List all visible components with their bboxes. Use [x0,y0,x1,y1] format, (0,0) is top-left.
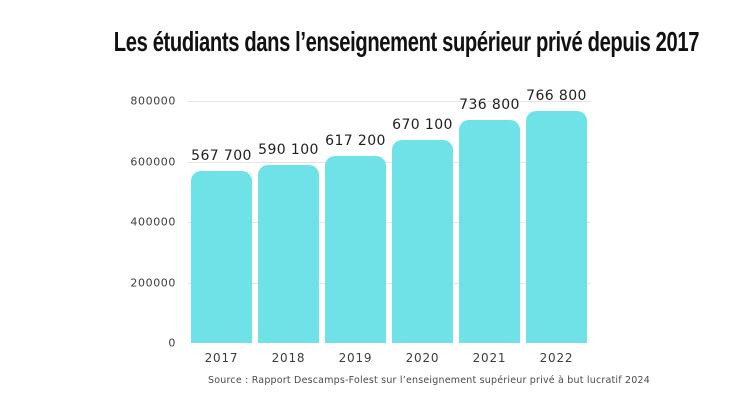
bar-2019 [325,156,386,343]
source-note: Source : Rapport Descamps-Folest sur l’e… [208,375,650,386]
bar-2021 [459,120,520,343]
bar-slot-2019: 617 200 2019 [322,101,389,365]
y-axis: 0 200000 400000 600000 800000 [128,95,182,350]
x-tick-label-2021: 2021 [472,351,507,365]
bar-2018 [258,164,319,343]
x-tick-label-2019: 2019 [338,351,373,365]
y-tick-label-600000: 600000 [130,155,176,168]
bar-2020 [392,140,453,343]
bar-2017 [191,171,252,343]
y-tick-label-800000: 800000 [130,94,176,108]
bar-value-label-2020: 670 100 [392,117,453,134]
chart-title-text: Les étudiants dans l’enseignement supéri… [113,26,700,57]
plot-area: 567 700 2017 590 100 2018 617 200 2019 670 100… [188,88,590,365]
bar-slot-2020: 670 100 2020 [389,101,456,365]
bar-value-label-2021: 736 800 [459,97,520,114]
gridline-800000 [188,101,590,102]
bar-slot-2018: 590 100 2018 [255,101,322,365]
gridline-400000 [188,222,590,223]
bar-slot-2022: 766 800 2022 [523,88,590,365]
x-tick-label-2020: 2020 [405,351,440,365]
bar-2022 [526,111,587,343]
x-tick-label-2017: 2017 [204,351,239,365]
y-tick-label-0: 0 [168,336,176,350]
bar-value-label-2018: 590 100 [258,141,319,158]
bar-value-label-2017: 567 700 [191,148,252,165]
chart-title: Les étudiants dans l’enseignement supéri… [0,26,750,58]
bar-value-label-2019: 617 200 [325,133,386,150]
bar-value-label-2022: 766 800 [526,88,587,105]
bar-slot-2017: 567 700 2017 [188,101,255,365]
x-tick-label-2022: 2022 [539,351,574,365]
x-tick-label-2018: 2018 [271,351,306,365]
gridline-600000 [188,161,590,163]
y-tick-label-200000: 200000 [130,276,176,289]
bar-slot-2021: 736 800 2021 [456,97,523,365]
gridline-200000 [188,282,590,284]
y-tick-label-400000: 400000 [130,215,176,229]
